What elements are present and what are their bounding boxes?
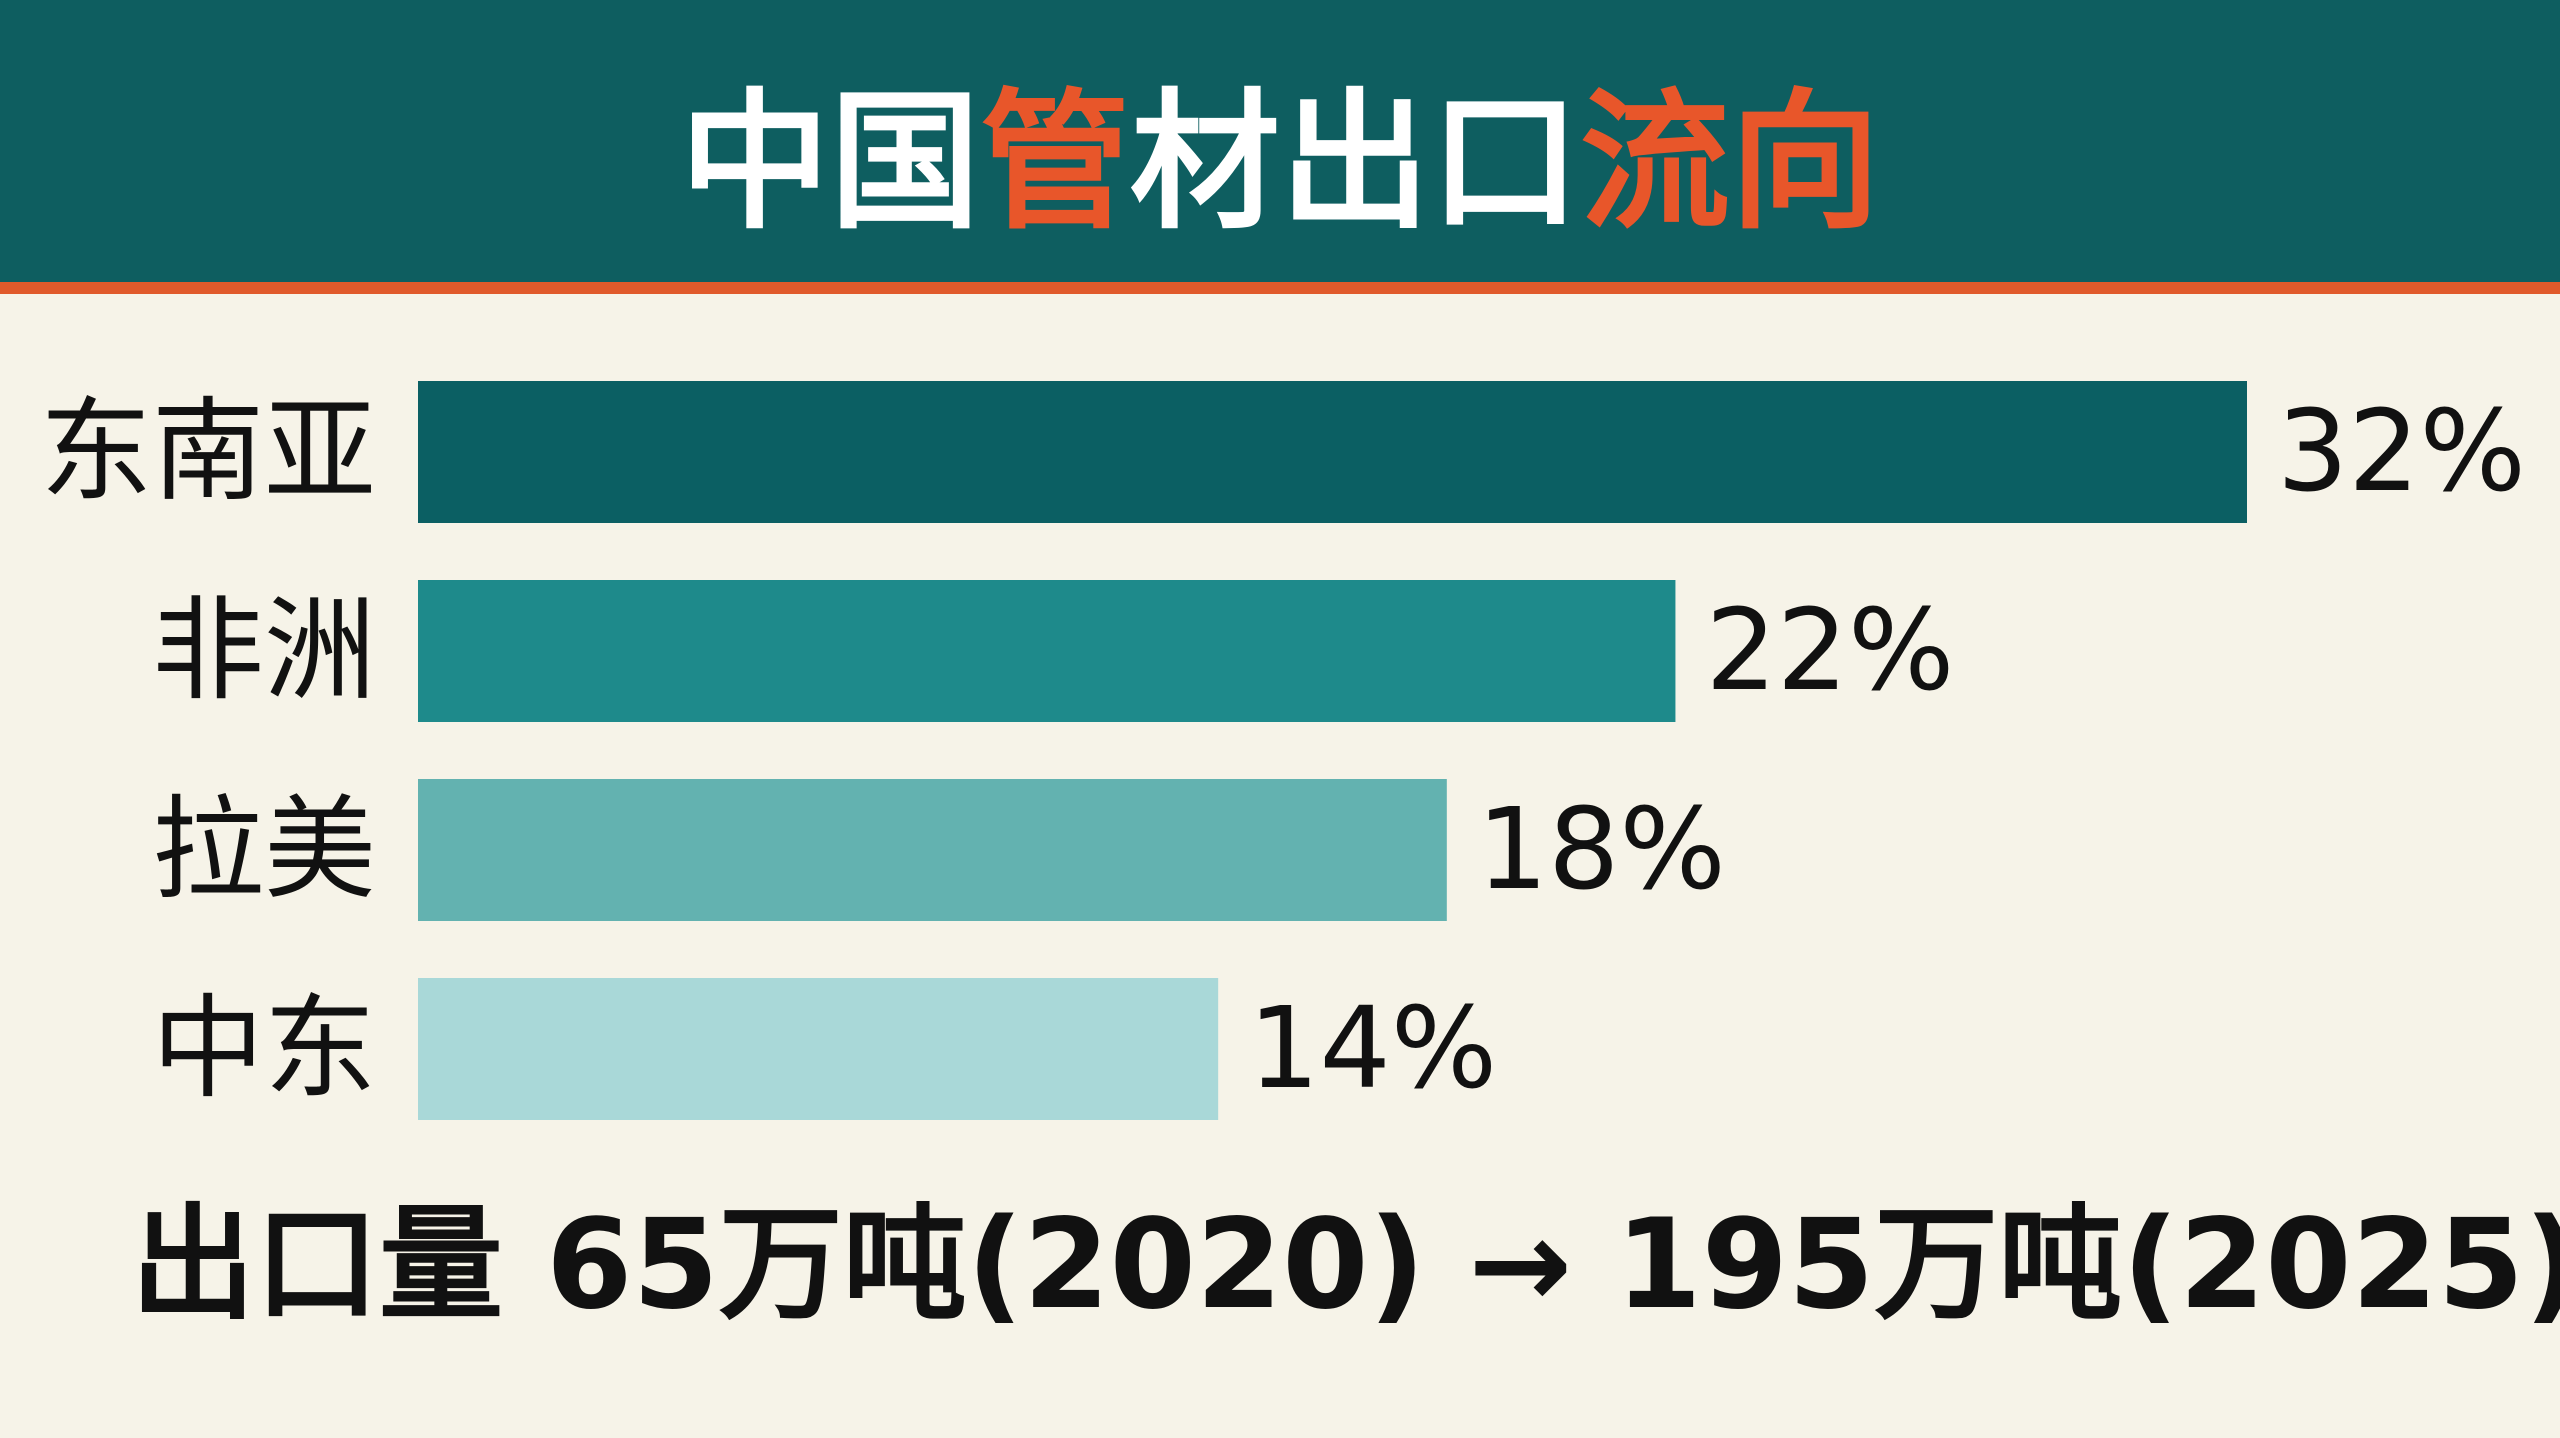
value-label: 22% [1705,586,1954,716]
title-segment: 管 [980,76,1130,250]
y-tick-label: 东南亚 [40,387,376,517]
title-segment: 材出口 [1130,76,1580,250]
chart-title: 中国管材出口流向 [680,76,1880,250]
bar [418,779,1447,921]
bar [418,978,1219,1120]
y-tick-label: 拉美 [152,785,376,915]
value-label: 32% [2277,387,2526,517]
title-segment: 中国 [680,76,980,250]
footer-note: 出口量 65万吨(2020) → 195万吨(2025) [131,1193,2560,1337]
y-tick-label: 非洲 [152,586,376,716]
header-stripe [0,282,2560,294]
y-tick-label: 中东 [152,984,376,1114]
bar [418,580,1676,722]
bar [418,381,2247,523]
header-band [0,0,2560,282]
value-label: 14% [1248,984,1497,1114]
value-label: 18% [1477,785,1726,915]
title-segment: 流向 [1580,76,1880,250]
